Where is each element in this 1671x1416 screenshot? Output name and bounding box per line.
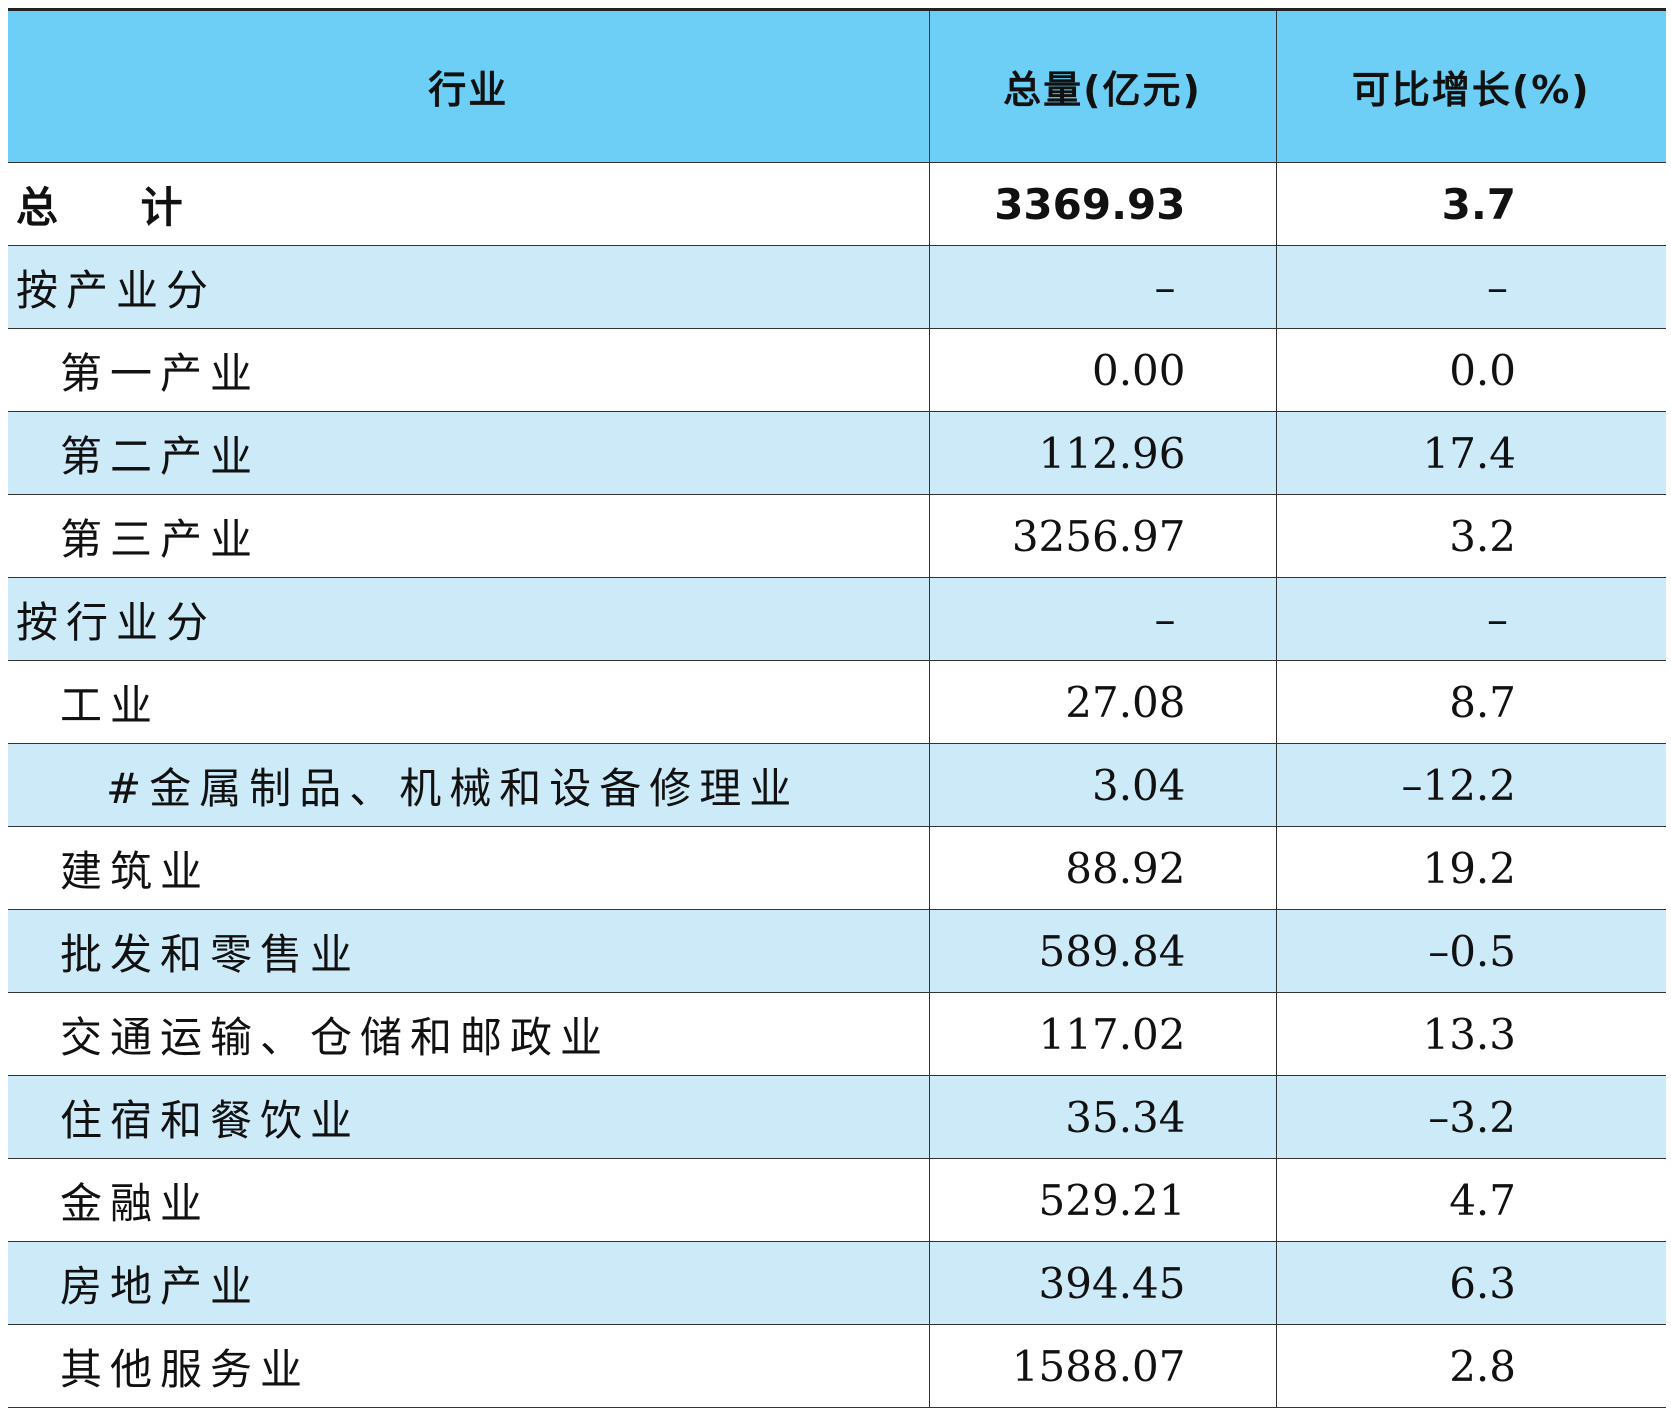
- table-row: 按产业分 – –: [8, 245, 1666, 329]
- table-row: 按行业分 – –: [8, 577, 1666, 661]
- table-row: 总 计 3369.93 3.7: [8, 162, 1666, 246]
- cell-value: 4.7: [1275, 1158, 1666, 1242]
- data-table: 行业 总量(亿元) 可比增长(%) 总 计 3369.93 3.7 按产业分 – – 第一产业 0…: [8, 8, 1666, 1408]
- cell-value: –: [928, 577, 1277, 661]
- cell-value: 117.02: [928, 992, 1277, 1076]
- table-row: 第二产业 112.96 17.4: [8, 411, 1666, 495]
- cell-value: 0.00: [928, 328, 1277, 412]
- row-label: 批发和零售业: [8, 909, 930, 993]
- row-label: 交通运输、仓储和邮政业: [8, 992, 930, 1076]
- row-label: 建筑业: [8, 826, 930, 910]
- table-row: 住宿和餐饮业 35.34 –3.2: [8, 1075, 1666, 1159]
- row-label: #金属制品、机械和设备修理业: [8, 743, 930, 827]
- cell-value: 6.3: [1275, 1241, 1666, 1325]
- cell-value: 2.8: [1275, 1324, 1666, 1408]
- header-cell: 总量(亿元): [928, 9, 1277, 163]
- cell-value: –: [1275, 577, 1666, 661]
- cell-value: 0.0: [1275, 328, 1666, 412]
- table-row: 第一产业 0.00 0.0: [8, 328, 1666, 412]
- header-cell: 可比增长(%): [1275, 9, 1666, 163]
- row-label: 总 计: [8, 162, 930, 246]
- table-row: 第三产业 3256.97 3.2: [8, 494, 1666, 578]
- table-row: #金属制品、机械和设备修理业 3.04 –12.2: [8, 743, 1666, 827]
- row-label: 金融业: [8, 1158, 930, 1242]
- cell-value: –3.2: [1275, 1075, 1666, 1159]
- table-row: 金融业 529.21 4.7: [8, 1158, 1666, 1242]
- row-label: 住宿和餐饮业: [8, 1075, 930, 1159]
- cell-value: –: [928, 245, 1277, 329]
- row-label: 第一产业: [8, 328, 930, 412]
- row-label: 按行业分: [8, 577, 930, 661]
- cell-value: 3.7: [1275, 162, 1666, 246]
- cell-value: 3.04: [928, 743, 1277, 827]
- cell-value: –0.5: [1275, 909, 1666, 993]
- cell-value: 27.08: [928, 660, 1277, 744]
- cell-value: 35.34: [928, 1075, 1277, 1159]
- cell-value: 13.3: [1275, 992, 1666, 1076]
- cell-value: 589.84: [928, 909, 1277, 993]
- row-label: 第二产业: [8, 411, 930, 495]
- cell-value: 17.4: [1275, 411, 1666, 495]
- cell-value: 1588.07: [928, 1324, 1277, 1408]
- cell-value: 3369.93: [928, 162, 1277, 246]
- row-label: 第三产业: [8, 494, 930, 578]
- table-row: 房地产业 394.45 6.3: [8, 1241, 1666, 1325]
- header-cell: 行业: [8, 9, 930, 163]
- table-row: 其他服务业 1588.07 2.8: [8, 1324, 1666, 1408]
- table-row: 建筑业 88.92 19.2: [8, 826, 1666, 910]
- cell-value: 8.7: [1275, 660, 1666, 744]
- cell-value: 112.96: [928, 411, 1277, 495]
- table-row: 批发和零售业 589.84 –0.5: [8, 909, 1666, 993]
- cell-value: 394.45: [928, 1241, 1277, 1325]
- table-container: 行业 总量(亿元) 可比增长(%) 总 计 3369.93 3.7 按产业分 – – 第一产业 0…: [8, 8, 1666, 1408]
- cell-value: 19.2: [1275, 826, 1666, 910]
- row-label: 工业: [8, 660, 930, 744]
- row-label: 按产业分: [8, 245, 930, 329]
- cell-value: 88.92: [928, 826, 1277, 910]
- cell-value: –12.2: [1275, 743, 1666, 827]
- table-row: 工业 27.08 8.7: [8, 660, 1666, 744]
- cell-value: 3256.97: [928, 494, 1277, 578]
- cell-value: 529.21: [928, 1158, 1277, 1242]
- row-label: 房地产业: [8, 1241, 930, 1325]
- header-row: 行业 总量(亿元) 可比增长(%): [8, 9, 1666, 163]
- row-label: 其他服务业: [8, 1324, 930, 1408]
- table-row: 交通运输、仓储和邮政业 117.02 13.3: [8, 992, 1666, 1076]
- cell-value: 3.2: [1275, 494, 1666, 578]
- cell-value: –: [1275, 245, 1666, 329]
